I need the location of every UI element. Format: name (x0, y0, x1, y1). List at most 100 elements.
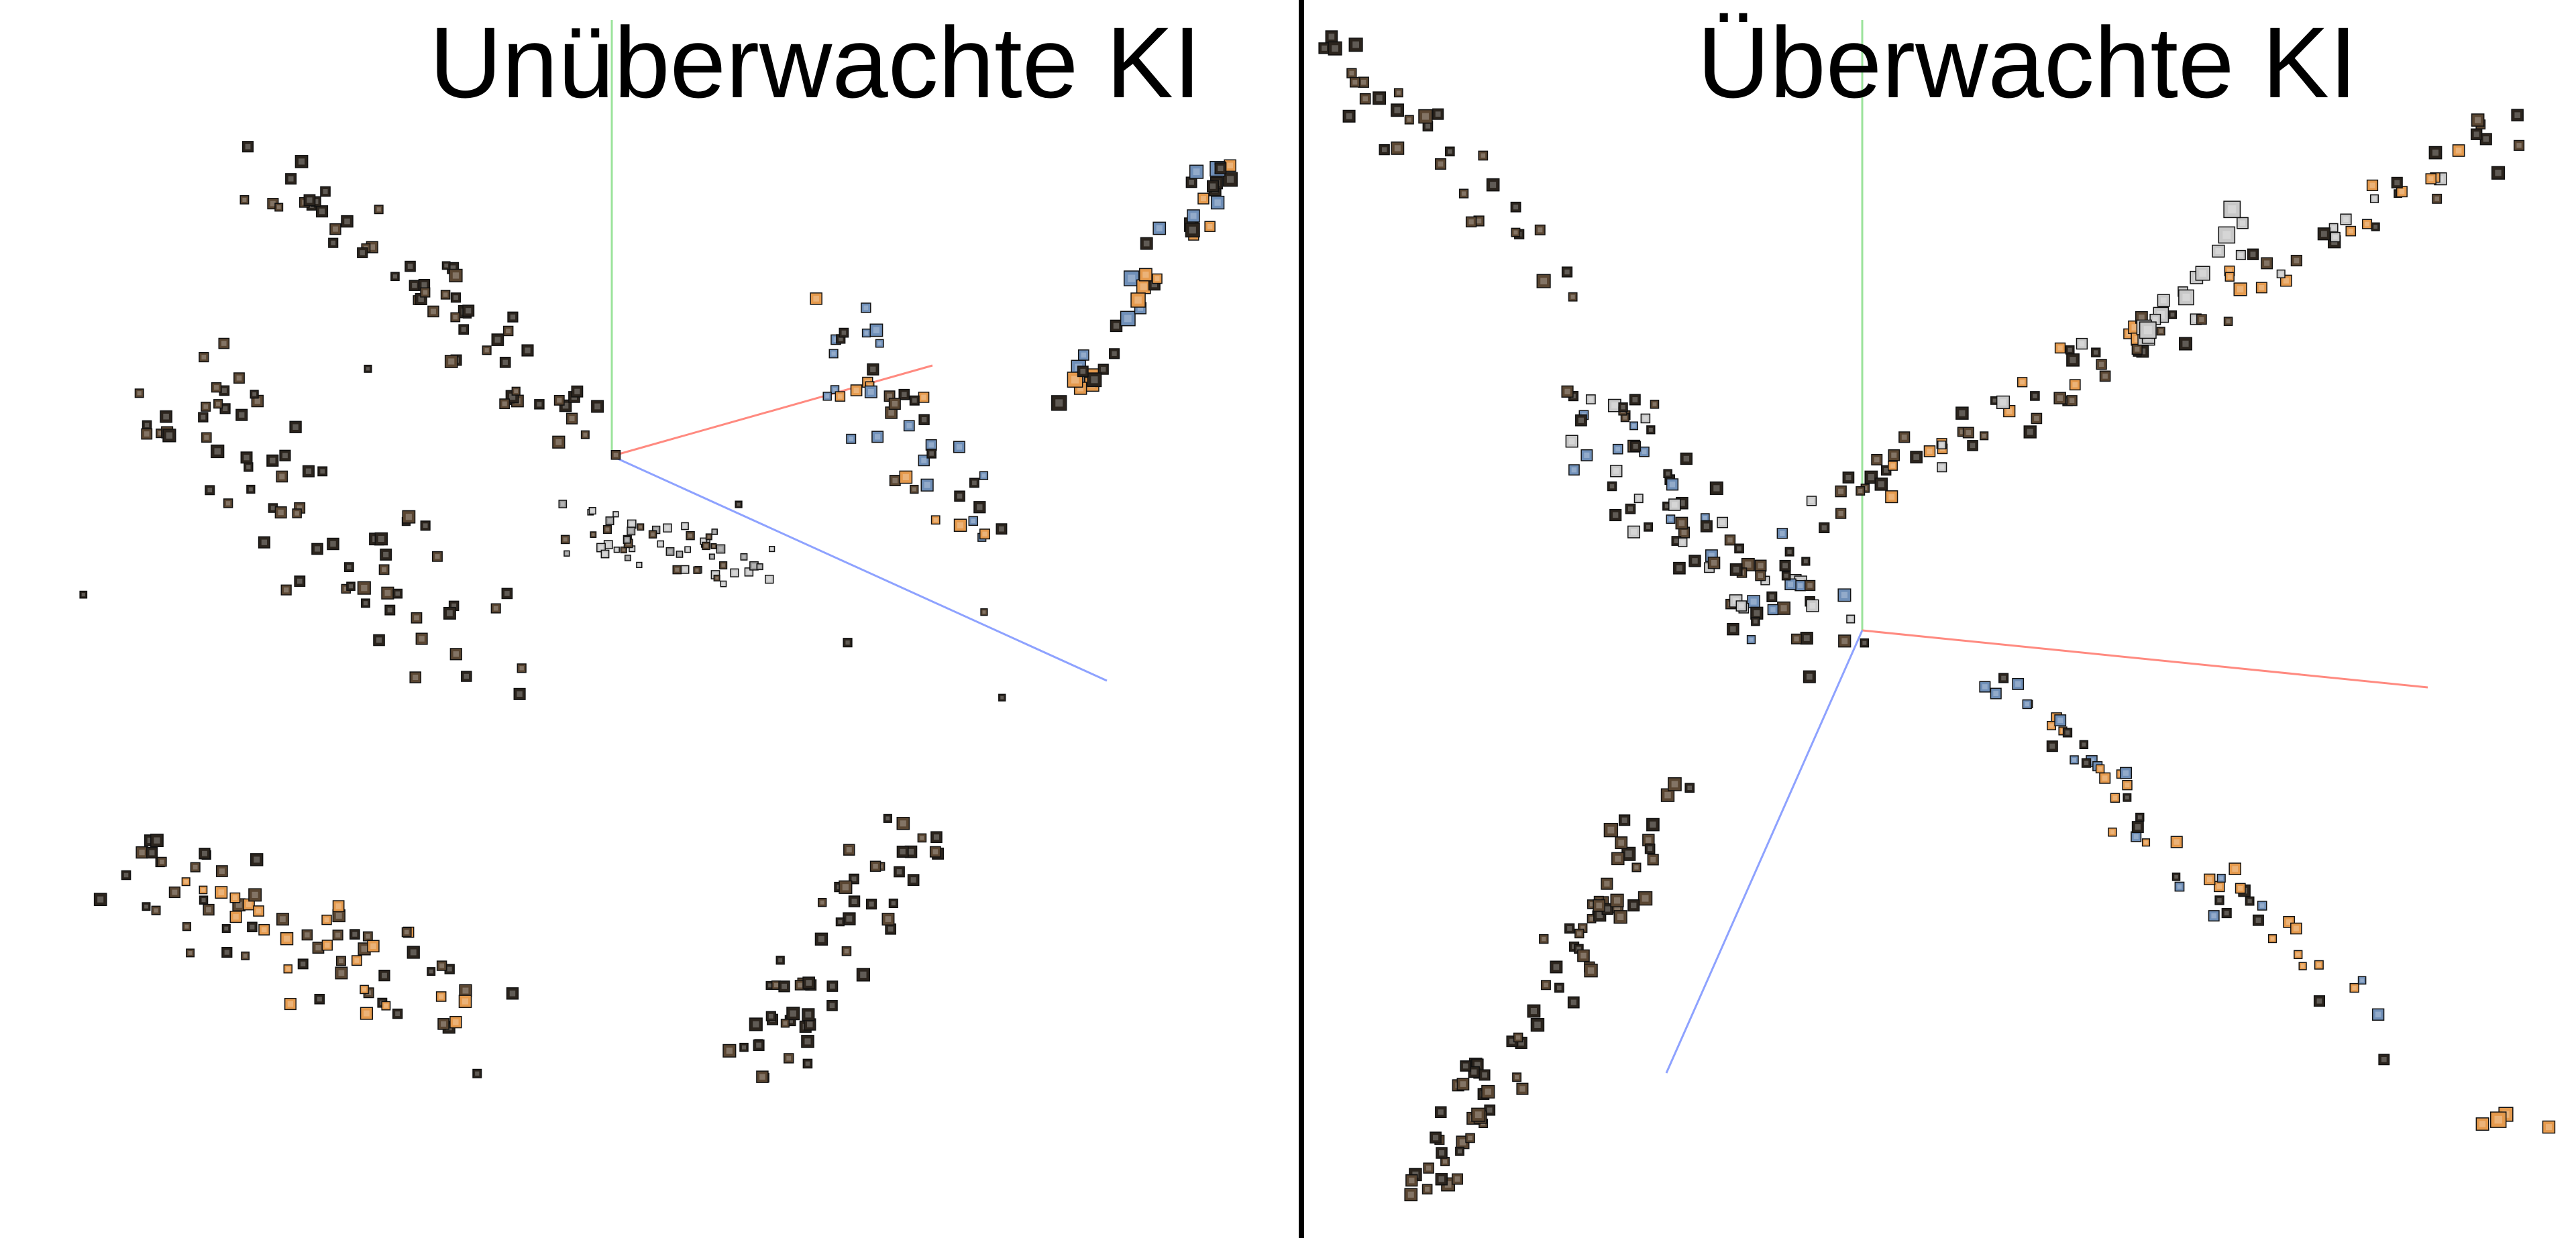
image-thumbnail-icon[interactable] (1325, 30, 1338, 43)
image-thumbnail-icon[interactable] (1123, 270, 1140, 286)
image-thumbnail-icon[interactable] (2178, 289, 2194, 306)
image-thumbnail-icon[interactable] (201, 401, 211, 412)
image-thumbnail-icon[interactable] (2066, 353, 2080, 367)
image-thumbnail-icon[interactable] (566, 412, 578, 425)
image-thumbnail-icon[interactable] (2096, 359, 2107, 370)
image-thumbnail-icon[interactable] (462, 304, 475, 317)
image-thumbnail-icon[interactable] (201, 432, 212, 443)
image-thumbnail-icon[interactable] (896, 845, 909, 858)
image-thumbnail-icon[interactable] (1432, 108, 1444, 120)
image-thumbnail-icon[interactable] (1668, 498, 1681, 511)
image-thumbnail-icon[interactable] (2030, 391, 2040, 401)
image-thumbnail-icon[interactable] (2313, 995, 2326, 1007)
image-thumbnail-icon[interactable] (2095, 764, 2105, 774)
image-thumbnail-icon[interactable] (435, 991, 447, 1002)
image-thumbnail-icon[interactable] (402, 510, 416, 524)
image-thumbnail-icon[interactable] (1666, 478, 1679, 491)
image-thumbnail-icon[interactable] (1120, 311, 1136, 327)
image-thumbnail-icon[interactable] (1603, 822, 1619, 838)
image-thumbnail-icon[interactable] (1642, 834, 1655, 846)
image-thumbnail-icon[interactable] (357, 247, 368, 258)
image-thumbnail-icon[interactable] (2054, 714, 2067, 727)
image-thumbnail-icon[interactable] (920, 478, 934, 492)
image-thumbnail-icon[interactable] (411, 612, 423, 624)
image-thumbnail-icon[interactable] (2428, 146, 2443, 160)
image-thumbnail-icon[interactable] (2330, 231, 2341, 243)
image-thumbnail-icon[interactable] (2255, 282, 2267, 294)
image-thumbnail-icon[interactable] (1471, 1107, 1486, 1122)
image-thumbnail-icon[interactable] (1109, 348, 1120, 359)
image-thumbnail-icon[interactable] (258, 536, 270, 549)
image-thumbnail-icon[interactable] (459, 984, 472, 997)
image-thumbnail-icon[interactable] (321, 940, 333, 951)
image-thumbnail-icon[interactable] (218, 337, 230, 349)
image-thumbnail-icon[interactable] (954, 490, 965, 502)
image-thumbnail-icon[interactable] (1189, 164, 1204, 179)
image-thumbnail-icon[interactable] (1224, 159, 1236, 172)
image-thumbnail-icon[interactable] (182, 922, 192, 932)
image-thumbnail-icon[interactable] (1627, 899, 1640, 912)
image-thumbnail-icon[interactable] (235, 408, 248, 421)
image-thumbnail-icon[interactable] (894, 866, 905, 878)
image-thumbnail-icon[interactable] (885, 923, 896, 935)
image-thumbnail-icon[interactable] (2317, 227, 2330, 241)
image-thumbnail-icon[interactable] (1650, 400, 1660, 409)
image-thumbnail-icon[interactable] (1087, 372, 1102, 388)
image-thumbnail-icon[interactable] (1513, 1032, 1523, 1043)
image-thumbnail-icon[interactable] (1779, 559, 1791, 571)
image-thumbnail-icon[interactable] (769, 546, 775, 553)
image-thumbnail-icon[interactable] (580, 430, 590, 439)
image-thumbnail-icon[interactable] (461, 671, 472, 682)
image-thumbnail-icon[interactable] (203, 903, 215, 916)
image-thumbnail-icon[interactable] (2340, 213, 2352, 225)
image-thumbnail-icon[interactable] (1629, 394, 1641, 406)
image-thumbnail-icon[interactable] (2391, 176, 2403, 188)
image-thumbnail-icon[interactable] (775, 956, 785, 965)
image-thumbnail-icon[interactable] (1709, 481, 1723, 495)
image-thumbnail-icon[interactable] (1210, 195, 1225, 210)
image-thumbnail-icon[interactable] (591, 400, 604, 413)
image-thumbnail-icon[interactable] (1837, 588, 1851, 602)
image-thumbnail-icon[interactable] (1328, 41, 1342, 56)
image-thumbnail-icon[interactable] (437, 1018, 449, 1030)
image-thumbnail-icon[interactable] (881, 913, 895, 926)
image-thumbnail-icon[interactable] (1346, 68, 1357, 78)
image-thumbnail-icon[interactable] (1434, 158, 1446, 170)
image-thumbnail-icon[interactable] (2022, 699, 2032, 710)
image-thumbnail-icon[interactable] (1727, 622, 1739, 636)
image-thumbnail-icon[interactable] (1465, 1133, 1475, 1143)
image-thumbnail-icon[interactable] (205, 485, 215, 496)
image-thumbnail-icon[interactable] (1910, 451, 1923, 463)
supervised-embedding-plot[interactable] (1304, 0, 2576, 1238)
image-thumbnail-icon[interactable] (1755, 570, 1766, 581)
image-thumbnail-icon[interactable] (1784, 578, 1796, 591)
image-thumbnail-icon[interactable] (1888, 461, 1898, 471)
image-thumbnail-icon[interactable] (2224, 272, 2235, 282)
image-thumbnail-icon[interactable] (199, 848, 211, 860)
image-thumbnail-icon[interactable] (1567, 996, 1580, 1009)
image-thumbnail-icon[interactable] (602, 524, 612, 534)
image-thumbnail-icon[interactable] (360, 984, 369, 995)
image-thumbnail-icon[interactable] (2237, 217, 2249, 229)
image-thumbnail-icon[interactable] (1646, 818, 1660, 832)
image-thumbnail-icon[interactable] (392, 588, 403, 599)
image-thumbnail-icon[interactable] (1574, 928, 1585, 939)
image-thumbnail-icon[interactable] (953, 518, 967, 532)
image-thumbnail-icon[interactable] (499, 356, 511, 368)
image-thumbnail-icon[interactable] (623, 536, 631, 544)
image-thumbnail-icon[interactable] (839, 880, 853, 894)
image-thumbnail-icon[interactable] (2235, 883, 2246, 894)
image-thumbnail-icon[interactable] (926, 449, 936, 459)
image-thumbnail-icon[interactable] (1791, 633, 1803, 644)
image-thumbnail-icon[interactable] (756, 563, 763, 571)
image-thumbnail-icon[interactable] (233, 372, 245, 384)
image-thumbnail-icon[interactable] (450, 292, 462, 303)
image-thumbnail-icon[interactable] (2065, 345, 2075, 355)
image-thumbnail-icon[interactable] (624, 555, 631, 561)
image-thumbnail-icon[interactable] (1630, 441, 1642, 452)
image-thumbnail-icon[interactable] (1678, 537, 1688, 547)
image-thumbnail-icon[interactable] (1607, 481, 1617, 492)
image-thumbnail-icon[interactable] (2131, 831, 2142, 842)
image-thumbnail-icon[interactable] (294, 575, 306, 587)
image-thumbnail-icon[interactable] (1734, 543, 1744, 554)
